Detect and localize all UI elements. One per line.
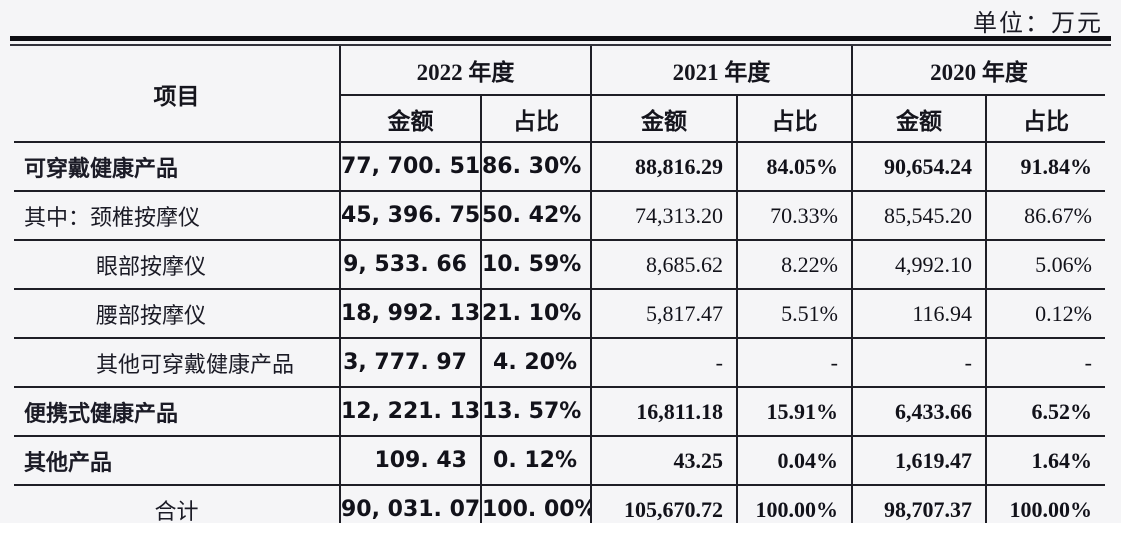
table-cell: 91.84%: [985, 142, 1105, 192]
unit-label: 单位：万元: [973, 11, 1103, 37]
column-header-year-2022: 2022 年度: [339, 46, 591, 96]
table-cell: 4. 20%: [480, 338, 591, 388]
table-row: 其中：颈椎按摩仪 45, 396. 75 50. 42% 74,313.20 7…: [14, 191, 1105, 241]
table-cell: 70.33%: [736, 191, 852, 241]
row-label: 便携式健康产品: [14, 387, 340, 437]
column-header-amount-2022: 金额: [339, 95, 481, 143]
table-cell: 86.67%: [985, 191, 1105, 241]
table-cell: -: [590, 338, 737, 388]
row-label: 可穿戴健康产品: [14, 142, 340, 192]
table-row: 其他可穿戴健康产品 3, 777. 97 4. 20% - - - -: [14, 338, 1105, 388]
table-cell: 8.22%: [736, 240, 852, 290]
table-cell: 10. 59%: [480, 240, 591, 290]
table-cell: 77, 700. 51: [339, 142, 481, 192]
table-cell: -: [851, 338, 986, 388]
header-row-subcolumns: 金额 占比 金额 占比 金额 占比: [14, 95, 1105, 143]
column-header-ratio-2022: 占比: [480, 95, 591, 143]
table-cell: 88,816.29: [590, 142, 737, 192]
table-cell: 84.05%: [736, 142, 852, 192]
column-header-amount-2020: 金额: [851, 95, 986, 143]
table-cell: 43.25: [590, 436, 737, 486]
table-cell: 1.64%: [985, 436, 1105, 486]
table-cell: -: [985, 338, 1105, 388]
row-label: 眼部按摩仪: [14, 240, 340, 290]
table-cell: 50. 42%: [480, 191, 591, 241]
table-cell: 21. 10%: [480, 289, 591, 339]
row-label: 合计: [154, 498, 199, 524]
header-row-years: 项目 2022 年度 2021 年度 2020 年度: [14, 46, 1105, 143]
bottom-margin: [0, 523, 1121, 537]
row-label: 其他可穿戴健康产品: [14, 338, 340, 388]
table-cell: 5.51%: [736, 289, 852, 339]
table-cell: 74,313.20: [590, 191, 737, 241]
table-cell: 4,992.10: [851, 240, 986, 290]
table-cell: 0.04%: [736, 436, 852, 486]
column-header-amount-2021: 金额: [590, 95, 737, 143]
table-cell: 13. 57%: [480, 387, 591, 437]
table-cell: 18, 992. 13: [339, 289, 481, 339]
table-cell: 109. 43: [339, 436, 481, 486]
revenue-table-container: 项目 2022 年度 2021 年度 2020 年度 金额 占比 金额 占比 金…: [10, 36, 1111, 533]
table-cell: 0. 12%: [480, 436, 591, 486]
table-cell: 6,433.66: [851, 387, 986, 437]
table-cell: 3, 777. 97: [339, 338, 481, 388]
table-cell: 9, 533. 66: [339, 240, 481, 290]
table-cell: 15.91%: [736, 387, 852, 437]
table-cell: 8,685.62: [590, 240, 737, 290]
table-row: 可穿戴健康产品 77, 700. 51 86. 30% 88,816.29 84…: [14, 142, 1105, 192]
revenue-breakdown-table: 项目 2022 年度 2021 年度 2020 年度 金额 占比 金额 占比 金…: [14, 46, 1105, 533]
column-header-ratio-2020: 占比: [985, 95, 1105, 143]
table-cell: 5.06%: [985, 240, 1105, 290]
table-row: 腰部按摩仪 18, 992. 13 21. 10% 5,817.47 5.51%…: [14, 289, 1105, 339]
column-header-year-2021: 2021 年度: [590, 46, 852, 96]
table-row: 便携式健康产品 12, 221. 13 13. 57% 16,811.18 15…: [14, 387, 1105, 437]
row-label: 其他产品: [14, 436, 340, 486]
table-row: 其他产品 109. 43 0. 12% 43.25 0.04% 1,619.47…: [14, 436, 1105, 486]
table-cell: -: [736, 338, 852, 388]
table-cell: 1,619.47: [851, 436, 986, 486]
table-row: 眼部按摩仪 9, 533. 66 10. 59% 8,685.62 8.22% …: [14, 240, 1105, 290]
table-cell: 90,654.24: [851, 142, 986, 192]
table-cell: 0.12%: [985, 289, 1105, 339]
table-cell: 116.94: [851, 289, 986, 339]
column-header-item: 项目: [14, 46, 340, 143]
table-cell: 86. 30%: [480, 142, 591, 192]
column-header-ratio-2021: 占比: [736, 95, 852, 143]
column-header-year-2020: 2020 年度: [851, 46, 1105, 96]
table-cell: 12, 221. 13: [339, 387, 481, 437]
table-cell: 45, 396. 75: [339, 191, 481, 241]
row-label: 腰部按摩仪: [14, 289, 340, 339]
row-label: 其中：颈椎按摩仪: [14, 191, 340, 241]
table-cell: 5,817.47: [590, 289, 737, 339]
table-cell: 16,811.18: [590, 387, 737, 437]
table-cell: 85,545.20: [851, 191, 986, 241]
table-cell: 6.52%: [985, 387, 1105, 437]
table-top-double-rule: [10, 36, 1111, 46]
